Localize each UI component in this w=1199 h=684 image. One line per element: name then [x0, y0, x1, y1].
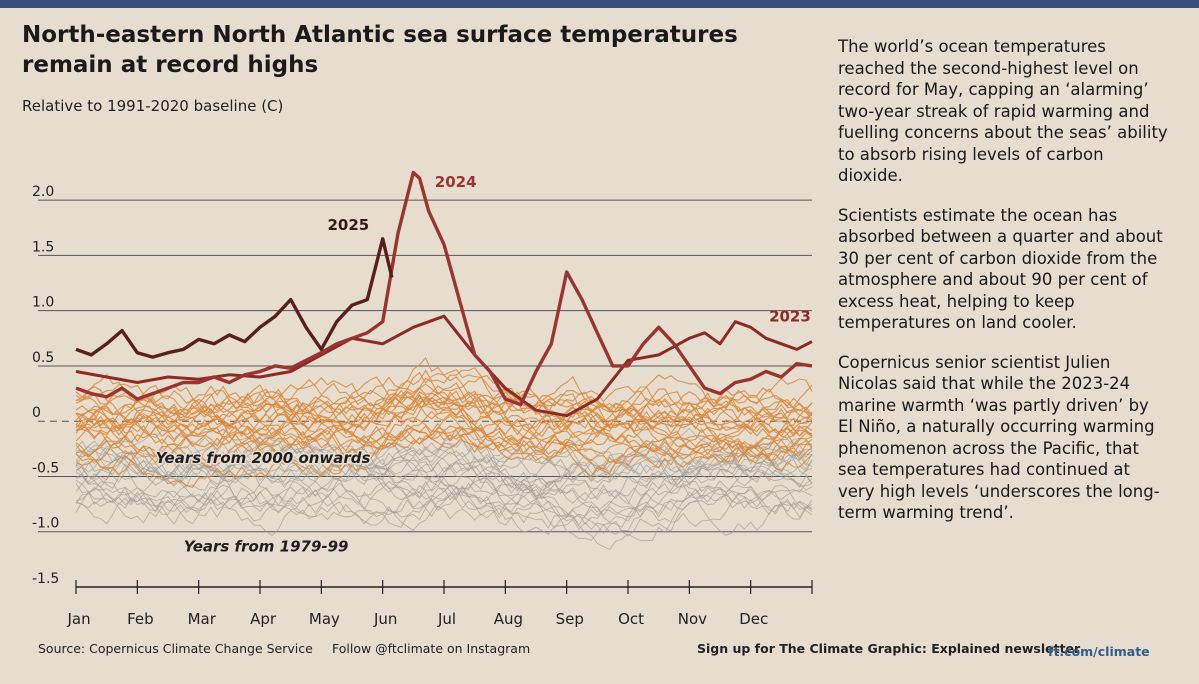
old-year-line [75, 442, 813, 489]
series-line-2024 [75, 170, 813, 407]
old-year-line [75, 445, 813, 492]
article-text: The world’s ocean temperatures reached t… [838, 36, 1168, 542]
band-recent-years [75, 356, 813, 488]
old-year-line [75, 427, 813, 494]
recent-year-line [75, 376, 813, 419]
old-year-line [75, 452, 813, 525]
x-tick-label: Jul [437, 610, 456, 628]
old-year-line [75, 485, 813, 537]
old-year-line [75, 429, 813, 482]
chart-subtitle: Relative to 1991-2020 baseline (C) [22, 97, 284, 115]
recent-year-line [75, 390, 813, 447]
article-paragraph: Copernicus senior scientist Julien Nicol… [838, 352, 1160, 523]
recent-year-line [75, 427, 813, 477]
x-tick-label: Sep [556, 610, 584, 628]
chart-title: North-eastern North Atlantic sea surface… [22, 22, 738, 78]
y-tick-label: -1.0 [32, 516, 59, 532]
recent-year-line [75, 390, 813, 438]
x-tick-label: May [309, 610, 340, 628]
x-tick-label: Mar [188, 610, 217, 628]
recent-year-line [75, 396, 813, 457]
y-tick-label: 0.5 [32, 350, 54, 366]
series-line-2025 [75, 237, 394, 359]
x-tick-label: Apr [250, 610, 277, 628]
line-chart: 2.0 1.5 1.0 0.5 0 -0.5 -1.0 -1.5 Jan Feb Mar Apr May… [32, 170, 813, 628]
old-year-line [75, 465, 813, 526]
recent-year-line [75, 417, 813, 464]
y-tick-label: 0 [32, 405, 41, 421]
recent-year-line [75, 410, 813, 455]
band-label-old: Years from 1979-99 [184, 538, 349, 556]
old-year-line [75, 435, 813, 484]
recent-year-line [75, 397, 813, 451]
x-tick-label: Dec [739, 610, 768, 628]
series-label-2023: 2023 [769, 308, 811, 326]
series-line-2023 [75, 314, 813, 418]
old-year-line [75, 456, 813, 511]
x-tick-label: Oct [618, 610, 644, 628]
footer-signup[interactable]: Sign up for The Climate Graphic: Explain… [697, 641, 1081, 656]
old-year-line [75, 476, 813, 531]
x-tick-label: Nov [678, 610, 707, 628]
y-tick-label: -1.5 [32, 571, 59, 587]
recent-year-line [75, 413, 813, 468]
band-label-recent: Years from 2000 onwards [156, 449, 371, 467]
old-year-line [75, 486, 813, 536]
footer-link[interactable]: ft.com/climate [1048, 644, 1150, 659]
old-year-line [75, 456, 813, 518]
x-tick-label: Jan [67, 610, 91, 628]
recent-year-line [75, 412, 813, 469]
top-color-bar [0, 0, 1199, 8]
old-year-line [75, 486, 813, 551]
x-tick-label: Aug [494, 610, 523, 628]
grid-lines: 2.0 1.5 1.0 0.5 0 -0.5 -1.0 -1.5 Jan Feb Mar Apr May… [32, 184, 813, 628]
series-label-2024: 2024 [435, 173, 477, 191]
old-year-line [75, 484, 813, 541]
series-label-2025: 2025 [327, 216, 369, 234]
highlighted-series [75, 170, 813, 418]
footer-source: Source: Copernicus Climate Change Servic… [38, 641, 313, 656]
recent-year-line [75, 376, 813, 425]
y-tick-label: -0.5 [32, 460, 59, 476]
footer-follow[interactable]: Follow @ftclimate on Instagram [332, 641, 531, 656]
chart-labels: 2025 2024 2023 Years from 2000 onwards Years… [154, 173, 811, 557]
article-paragraph: The world’s ocean temperatures reached t… [838, 37, 1168, 185]
y-tick-label: 2.0 [32, 184, 54, 200]
article-paragraph: Scientists estimate the ocean has absorb… [838, 205, 1163, 333]
recent-year-line [75, 424, 813, 488]
recent-year-line [75, 396, 813, 438]
x-tick-label: Feb [127, 610, 154, 628]
x-tick-label: Jun [373, 610, 397, 628]
y-tick-label: 1.0 [32, 295, 54, 311]
y-tick-label: 1.5 [32, 239, 54, 255]
